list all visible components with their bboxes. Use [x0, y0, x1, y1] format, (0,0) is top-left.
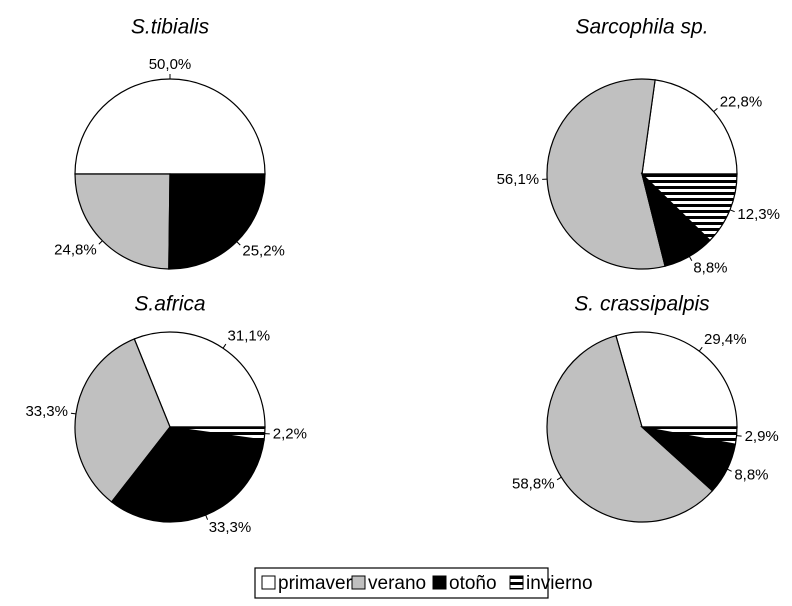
data-label: 33,3% — [25, 403, 68, 420]
data-label: 58,8% — [512, 476, 555, 493]
pie-slice — [641, 79, 738, 175]
legend-label: invierno — [526, 573, 593, 594]
data-label: 29,4% — [704, 331, 747, 348]
data-label: 8,8% — [734, 466, 768, 483]
leader-line — [698, 346, 703, 352]
data-label: 33,3% — [209, 519, 252, 536]
pie-slice — [74, 338, 171, 503]
legend-swatch — [432, 575, 447, 590]
pie-slice — [546, 334, 714, 523]
legend-swatch — [509, 575, 524, 590]
data-label: 8,8% — [693, 259, 727, 276]
leader-line — [236, 241, 241, 246]
leader-line — [713, 107, 718, 113]
data-label: 31,1% — [228, 328, 271, 345]
chart-title: S.tibialis — [131, 16, 210, 39]
data-label: 22,8% — [720, 93, 763, 110]
pie-slice — [74, 78, 266, 175]
pie-slice — [74, 173, 171, 270]
data-label: 2,9% — [745, 428, 779, 445]
legend-box — [254, 567, 549, 599]
leader-line — [729, 209, 735, 213]
chart-title: Sarcophila sp. — [575, 16, 708, 39]
leader-line — [726, 468, 732, 472]
legend-label: otoño — [449, 573, 497, 594]
chart-title: S. crassipalpis — [574, 293, 710, 316]
legend-swatch — [351, 575, 366, 590]
data-label: 24,8% — [54, 242, 97, 259]
data-label: 25,2% — [242, 243, 285, 260]
pie-slice — [641, 426, 738, 445]
data-label: 56,1% — [497, 171, 540, 188]
legend-swatch — [261, 575, 276, 590]
pie-slice — [169, 426, 266, 441]
leader-line — [205, 514, 209, 520]
legend-label: verano — [368, 573, 426, 594]
leader-line — [70, 412, 76, 415]
data-label: 50,0% — [149, 56, 192, 73]
data-label: 2,2% — [273, 426, 307, 443]
pie-slice — [168, 173, 266, 270]
legend-label: primavera — [278, 573, 363, 594]
pie-slice — [110, 426, 265, 523]
leader-line — [556, 476, 562, 481]
leader-line — [688, 256, 693, 261]
leader-line — [222, 343, 227, 349]
leader-line — [98, 240, 103, 245]
chart-title: S.africa — [134, 293, 205, 316]
data-label: 12,3% — [737, 206, 780, 223]
pie-slice — [133, 331, 266, 428]
